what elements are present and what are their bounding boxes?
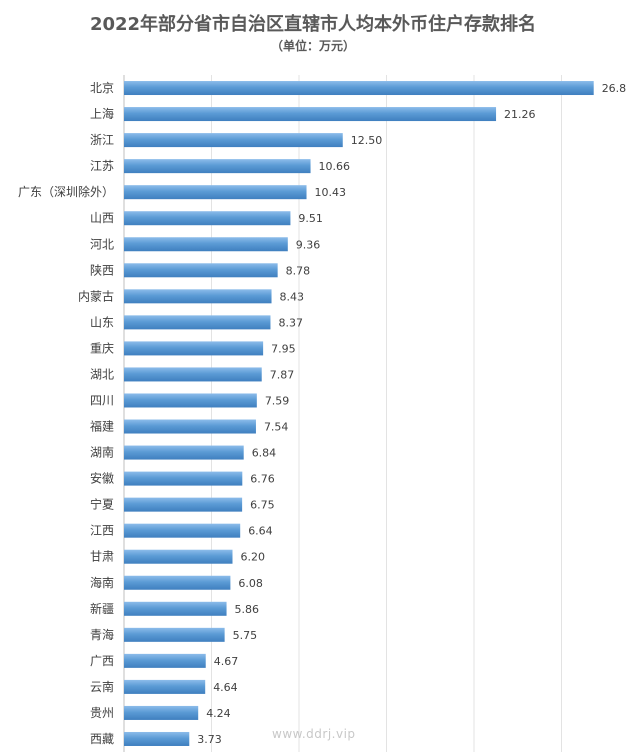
category-label: 湖南 — [90, 445, 114, 460]
value-label: 6.76 — [250, 473, 274, 486]
category-label: 广西 — [90, 654, 114, 668]
value-label: 9.36 — [296, 238, 321, 251]
category-label: 贵州 — [90, 706, 114, 720]
value-label: 5.75 — [233, 629, 258, 642]
category-label: 宁夏 — [90, 497, 114, 512]
value-label: 7.54 — [264, 421, 289, 434]
category-label: 湖北 — [90, 366, 114, 381]
chart-subtitle: （单位：万元） — [270, 39, 355, 53]
bar — [124, 211, 291, 226]
category-label: 安徽 — [90, 471, 114, 486]
bar — [124, 601, 227, 616]
category-label: 内蒙古 — [78, 288, 114, 303]
value-label: 8.43 — [280, 290, 305, 303]
bar — [124, 159, 311, 174]
bar — [124, 107, 497, 122]
category-label: 江苏 — [90, 159, 114, 173]
bar — [124, 731, 190, 746]
value-label: 6.75 — [250, 499, 275, 512]
bar — [124, 419, 256, 434]
bar — [124, 185, 307, 200]
bar — [124, 653, 206, 668]
category-label: 山东 — [90, 315, 114, 329]
value-label: 7.87 — [270, 368, 295, 381]
bar — [124, 289, 272, 304]
bar — [124, 81, 594, 96]
category-label: 甘肃 — [90, 550, 114, 564]
bar — [124, 705, 199, 720]
value-label: 5.86 — [235, 603, 259, 616]
bar — [124, 393, 257, 408]
bar — [124, 471, 243, 486]
bar — [124, 367, 262, 382]
category-label: 浙江 — [90, 133, 114, 147]
bar — [124, 445, 244, 460]
category-label: 江西 — [90, 524, 114, 538]
gridlines — [123, 75, 562, 752]
bars — [124, 81, 594, 746]
bar — [124, 679, 206, 694]
value-label: 8.78 — [286, 264, 311, 277]
category-label: 福建 — [90, 419, 114, 434]
category-label: 新疆 — [90, 601, 114, 616]
value-label: 4.24 — [206, 707, 231, 720]
value-label: 6.08 — [238, 577, 263, 590]
bar — [124, 523, 241, 538]
value-label: 9.51 — [298, 212, 323, 225]
category-label: 广东（深圳除外） — [18, 184, 114, 199]
bar — [124, 341, 264, 356]
category-label: 四川 — [90, 393, 114, 407]
value-label: 10.43 — [315, 186, 347, 199]
bar — [124, 263, 278, 278]
bar — [124, 549, 233, 564]
watermark: www.ddrj.vip — [272, 727, 356, 741]
bar — [124, 315, 271, 330]
category-label: 重庆 — [90, 341, 114, 355]
category-label: 青海 — [90, 627, 114, 642]
value-label: 26.84 — [602, 82, 626, 95]
value-label: 6.20 — [241, 551, 266, 564]
value-label: 12.50 — [351, 134, 383, 147]
value-label: 10.66 — [319, 160, 351, 173]
value-label: 8.37 — [278, 316, 303, 329]
category-label: 上海 — [90, 106, 114, 121]
value-label: 7.59 — [265, 394, 290, 407]
value-label: 4.67 — [214, 655, 239, 668]
category-label: 海南 — [90, 575, 114, 590]
bar — [124, 133, 343, 148]
category-label: 云南 — [90, 679, 114, 694]
bar — [124, 497, 243, 512]
value-label: 6.64 — [248, 525, 273, 538]
category-label: 山西 — [90, 211, 114, 225]
category-label: 陕西 — [90, 262, 114, 277]
bar — [124, 237, 288, 252]
value-label: 4.64 — [213, 681, 238, 694]
value-label: 3.73 — [197, 733, 222, 746]
value-label: 21.26 — [504, 108, 536, 121]
value-label: 7.95 — [271, 342, 296, 355]
category-label: 北京 — [90, 81, 114, 95]
chart-title: 2022年部分省市自治区直辖市人均本外币住户存款排名 — [89, 14, 537, 35]
bar — [124, 575, 231, 590]
category-label: 河北 — [90, 237, 114, 251]
category-label: 西藏 — [90, 732, 114, 746]
value-label: 6.84 — [252, 447, 277, 460]
bar — [124, 627, 225, 642]
